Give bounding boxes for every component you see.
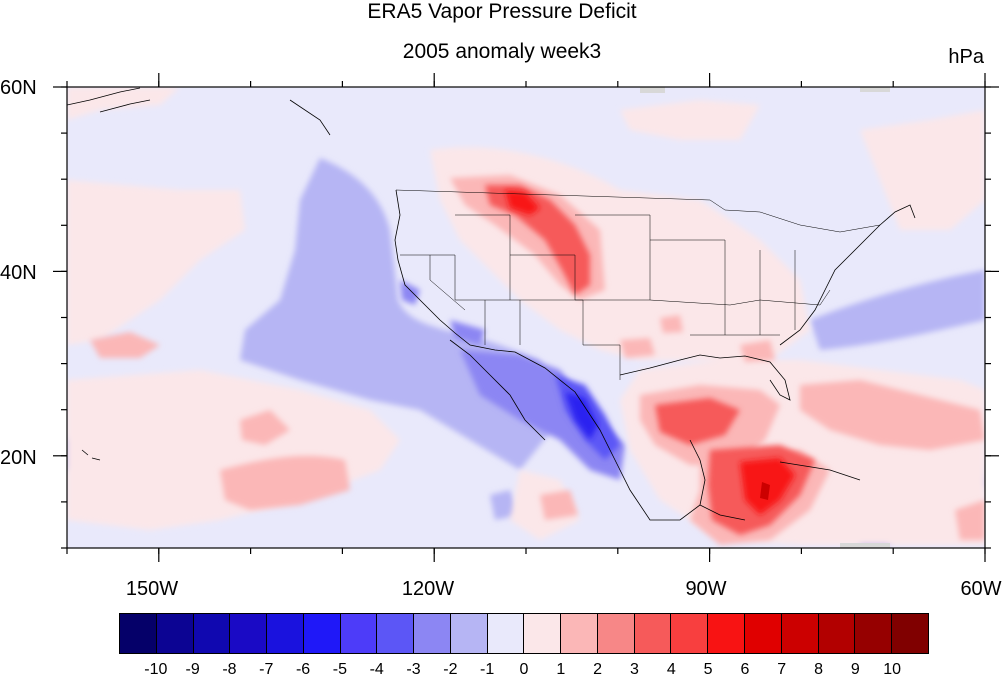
colorbar-swatch xyxy=(450,614,488,653)
units-label: hPa xyxy=(948,46,984,68)
colorbar-swatch xyxy=(230,614,268,653)
colorbar-label: -4 xyxy=(369,661,384,678)
figure-subtitle: 2005 anomaly week3 xyxy=(402,40,602,63)
colorbar-label: 8 xyxy=(814,661,823,678)
colorbar-swatch xyxy=(855,614,893,653)
colorbar-swatch xyxy=(671,614,709,653)
coastlines xyxy=(67,87,916,521)
colorbar-label: -3 xyxy=(406,661,421,678)
lat-label-20n: 20N xyxy=(0,447,37,469)
colorbar-label: -10 xyxy=(144,661,168,678)
colorbar-swatch xyxy=(524,614,562,653)
anomaly-layer-plus7 xyxy=(760,482,770,500)
colorbar-label: 0 xyxy=(519,661,529,678)
colorbar-swatch xyxy=(781,614,819,653)
colorbar-swatch xyxy=(597,614,635,653)
colorbar-swatch xyxy=(193,614,231,653)
colorbar-swatch xyxy=(487,614,525,653)
colorbar-swatch xyxy=(634,614,672,653)
colorbar-swatch xyxy=(120,614,157,653)
lat-label-40n: 40N xyxy=(0,262,37,284)
lon-label-90w: 90W xyxy=(685,578,727,600)
colorbar-label: -1 xyxy=(480,661,495,678)
colorbar-swatch xyxy=(708,614,746,653)
colorbar-label: 1 xyxy=(556,661,566,678)
colorbar-label: -9 xyxy=(185,661,200,678)
colorbar-label: -8 xyxy=(222,661,237,678)
colorbar-label: 4 xyxy=(666,661,676,678)
colorbar-swatch xyxy=(340,614,378,653)
colorbar-label: -5 xyxy=(332,661,348,678)
colorbar-swatch xyxy=(303,614,341,653)
colorbar-swatch xyxy=(414,614,451,653)
lat-label-60n: 60N xyxy=(0,77,37,99)
lon-label-60w: 60W xyxy=(960,578,1002,600)
colorbar-swatch xyxy=(267,614,304,653)
colorbar-swatch xyxy=(561,614,598,653)
colorbar-label: 2 xyxy=(593,661,603,678)
colorbar-swatch xyxy=(377,614,415,653)
colorbar-swatch xyxy=(892,614,928,653)
colorbar-swatch xyxy=(745,614,782,653)
colorbar xyxy=(119,613,929,654)
colorbar-label: -7 xyxy=(259,661,274,678)
colorbar-label: 7 xyxy=(777,661,787,678)
colorbar-swatch xyxy=(156,614,194,653)
us-state-boundaries xyxy=(395,189,881,380)
colorbar-label: 5 xyxy=(703,661,713,678)
colorbar-label: 3 xyxy=(630,661,639,678)
colorbar-label: 6 xyxy=(740,661,750,678)
colorbar-label: 10 xyxy=(883,661,902,678)
lon-label-150w: 150W xyxy=(125,578,179,600)
major-ticks xyxy=(53,73,999,562)
colorbar-label: 9 xyxy=(850,661,860,678)
colorbar-label: -2 xyxy=(443,661,458,678)
missing-data xyxy=(640,87,890,548)
figure-title: ERA5 Vapor Pressure Deficit xyxy=(367,0,637,23)
lon-label-120w: 120W xyxy=(401,578,455,600)
colorbar-swatch xyxy=(818,614,856,653)
anomaly-layer-minus6 xyxy=(565,392,598,440)
colorbar-label: -6 xyxy=(295,661,311,678)
